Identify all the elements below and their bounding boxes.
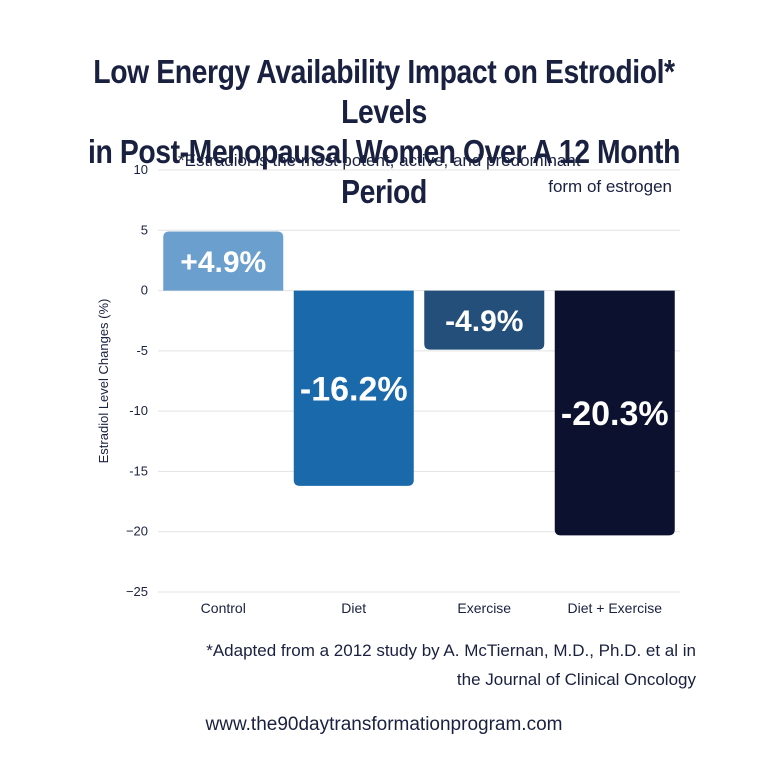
x-category-label: Control	[201, 600, 246, 616]
estradiol-footnote: *Estradiol is the most potent, active, a…	[170, 148, 672, 200]
y-tick-label: 10	[134, 162, 148, 177]
y-tick-label: -10	[129, 403, 148, 418]
x-category-label: Diet	[341, 600, 366, 616]
bar-diet-exercise	[554, 290, 675, 536]
y-tick-label: -5	[136, 343, 148, 358]
bar-control	[163, 231, 284, 291]
estradiol-footnote-line-1: *Estradiol is the most potent, active, a…	[178, 151, 581, 170]
chart-title: Low Energy Availability Impact on Estrod…	[54, 52, 714, 212]
data-label: -16.2%	[300, 370, 408, 408]
data-label: -4.9%	[445, 305, 523, 338]
y-axis-ticks: 10 5 0 -5 -10 -15 −20 −25	[126, 162, 148, 599]
chart-title-line-2: in Post-Menopausal Women Over A 12 Month…	[87, 133, 680, 210]
data-labels: +4.9% -16.2% -4.9% -20.3%	[180, 246, 668, 433]
data-label: -20.3%	[561, 395, 669, 433]
y-tick-label: 0	[141, 283, 148, 298]
source-line-2: the Journal of Clinical Oncology	[456, 670, 696, 689]
bar-exercise	[424, 290, 545, 350]
y-tick-label: -15	[129, 463, 148, 478]
chart-title-line-1: Low Energy Availability Impact on Estrod…	[93, 53, 675, 130]
data-label: +4.9%	[180, 246, 266, 279]
y-axis-label: Estradiol Level Changes (%)	[96, 299, 111, 464]
estradiol-footnote-line-2: form of estrogen	[548, 177, 672, 196]
source-citation: *Adapted from a 2012 study by A. McTiern…	[60, 636, 696, 694]
y-tick-label: −20	[126, 524, 148, 539]
y-tick-label: 5	[141, 222, 148, 237]
x-axis-categories: Control Diet Exercise Diet + Exercise	[201, 600, 663, 616]
y-tick-label: −25	[126, 584, 148, 599]
x-category-label: Exercise	[457, 600, 511, 616]
website-url: www.the90daytransformationprogram.com	[205, 714, 563, 735]
source-line-1: *Adapted from a 2012 study by A. McTiern…	[206, 641, 696, 660]
bar-diet	[293, 290, 414, 486]
bars	[163, 231, 675, 536]
x-category-label: Diet + Exercise	[567, 600, 662, 616]
